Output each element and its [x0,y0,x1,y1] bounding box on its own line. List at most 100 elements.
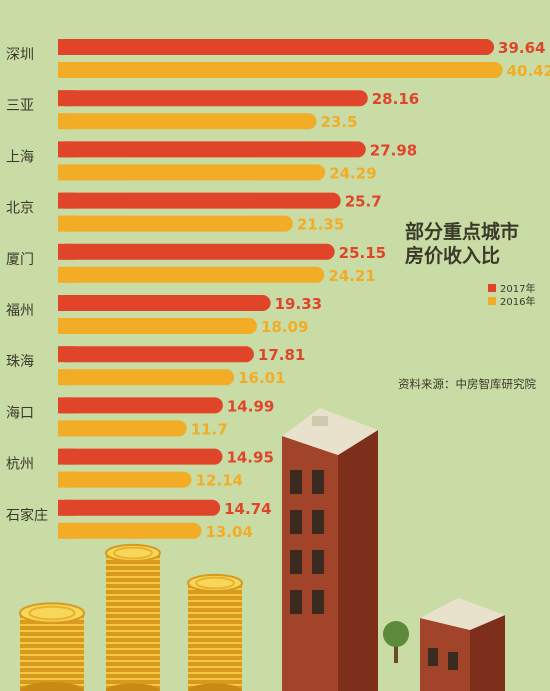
data-label: 25.15 [339,244,386,262]
bars: 深圳 39.64 40.42 三亚 28.16 23.5 上海 27.98 24.29 北京 25.… [6,39,550,541]
coin-rim [113,546,153,560]
bar-start [58,499,74,516]
category-label: 杭州 [6,457,34,473]
data-label: 39.64 [498,39,545,57]
window [312,470,324,494]
data-label: 28.16 [372,90,419,108]
bar-start [58,90,74,107]
bar-start [58,113,74,130]
bar-start [58,420,74,437]
bar-start [58,243,74,260]
bar-start [58,397,74,414]
bar-2017 [58,141,366,158]
bar-start [58,62,74,78]
bar-start [58,192,74,209]
bar-2016 [58,113,317,130]
bar-start [58,141,74,158]
bar-2017 [58,192,341,209]
window [428,648,438,666]
data-label: 19.33 [275,295,322,313]
bar-2017 [58,397,223,414]
bar-2016 [58,266,325,283]
category-label: 海口 [6,405,34,421]
category-label: 石家庄 [6,507,48,524]
category-label: 珠海 [6,354,34,370]
bar-start [58,448,74,465]
data-label: 24.29 [329,164,376,182]
bar-start [58,266,74,283]
legend-label-2016: 2016年 [500,297,536,308]
data-label: 14.74 [224,500,271,518]
category-label: 深圳 [6,47,34,63]
category-label: 厦门 [6,252,34,268]
building-roof [282,408,378,455]
bar-2016 [58,318,257,334]
bar-2017 [58,39,495,55]
bar-2016 [58,471,192,488]
data-label: 18.09 [261,318,308,336]
chart-title: 部分重点城市 房价收入比 [405,220,545,268]
data-label: 13.04 [205,523,252,541]
small-building [420,598,505,691]
roof-box [312,416,328,426]
data-label: 17.81 [258,346,305,364]
small-building-roof [420,598,505,630]
category-label: 上海 [6,149,34,165]
building-side [338,430,378,691]
tree-crown [383,621,409,647]
legend-label-2017: 2017年 [500,284,536,295]
data-label: 14.99 [227,397,274,415]
bar-2017 [58,243,335,260]
bar-start [58,164,74,181]
window [312,510,324,534]
chart-title-line-1: 部分重点城市 [405,221,520,243]
window [448,652,458,670]
data-label: 12.14 [196,472,243,490]
data-label: 24.21 [328,267,375,285]
coin-stack-middle [105,543,161,691]
coin-stack-body [106,553,160,691]
category-label: 三亚 [6,98,34,114]
building-front [282,436,338,691]
coin-stack-left [19,602,85,691]
bar-start [58,471,74,488]
window [312,550,324,574]
bar-2016 [58,369,235,386]
data-label: 14.95 [226,449,273,467]
data-label: 16.01 [238,369,285,387]
data-label: 23.5 [321,113,358,131]
bar-2016 [58,164,326,181]
coin-rim [28,605,76,621]
legend-swatch-2017 [488,283,496,292]
bar-2016 [58,62,503,78]
data-label: 40.42 [507,62,550,80]
window [312,590,324,614]
bar-start [58,39,74,55]
tall-building [282,408,378,691]
legend-item-2016: 2016年 [488,294,536,308]
bar-start [58,295,74,311]
bar-start [58,369,74,386]
legend: 2017年 2016年 [488,281,536,308]
bar-start [58,215,74,232]
window [290,510,302,534]
bar-2016 [58,522,202,539]
category-label: 北京 [6,201,34,217]
data-label: 25.7 [345,193,382,211]
source-note: 资料来源：中房智库研究院 [398,377,536,391]
bar-start [58,346,74,363]
bar-start [58,318,74,334]
bar-2016 [58,420,187,437]
data-label: 27.98 [370,141,417,159]
bar-2016 [58,215,293,232]
window [290,550,302,574]
chart-title-line-2: 房价收入比 [405,245,501,267]
window [290,470,302,494]
bar-2017 [58,346,254,363]
small-building-side [470,615,505,691]
illustration [19,408,505,691]
coin-stack-right [187,573,243,691]
bar-2017 [58,295,271,311]
